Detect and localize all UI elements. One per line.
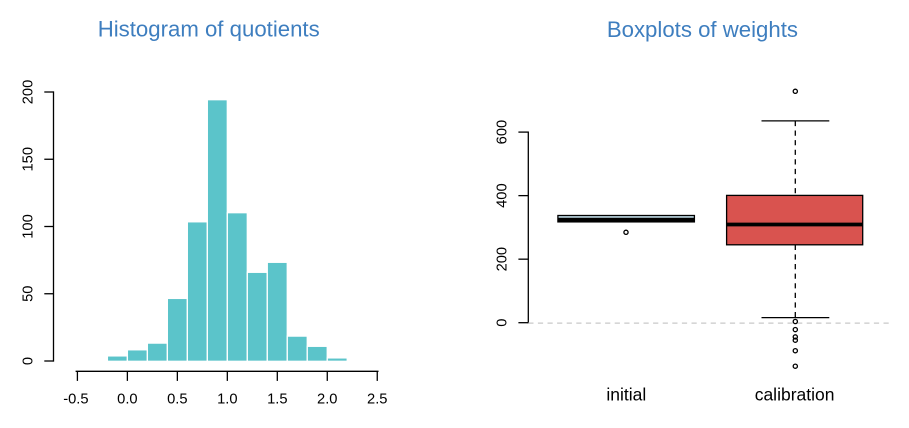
svg-text:-0.5: -0.5 [63, 392, 88, 408]
svg-text:50: 50 [21, 286, 37, 302]
svg-text:0.5: 0.5 [167, 392, 187, 408]
svg-text:200: 200 [494, 247, 510, 272]
svg-text:0.0: 0.0 [117, 392, 137, 408]
svg-text:2.5: 2.5 [367, 392, 387, 408]
svg-text:100: 100 [21, 214, 37, 239]
svg-text:Boxplots of weights: Boxplots of weights [607, 17, 798, 42]
svg-text:calibration: calibration [755, 384, 835, 404]
svg-text:0: 0 [21, 357, 37, 365]
svg-text:2.0: 2.0 [317, 392, 337, 408]
svg-text:200: 200 [21, 80, 37, 105]
svg-text:0: 0 [494, 319, 510, 327]
svg-text:1.5: 1.5 [267, 392, 287, 408]
svg-text:1.0: 1.0 [217, 392, 237, 408]
svg-text:Histogram of quotients: Histogram of quotients [98, 17, 320, 42]
svg-text:initial: initial [606, 384, 646, 404]
svg-text:600: 600 [494, 120, 510, 145]
svg-text:150: 150 [21, 147, 37, 172]
svg-text:400: 400 [494, 183, 510, 208]
